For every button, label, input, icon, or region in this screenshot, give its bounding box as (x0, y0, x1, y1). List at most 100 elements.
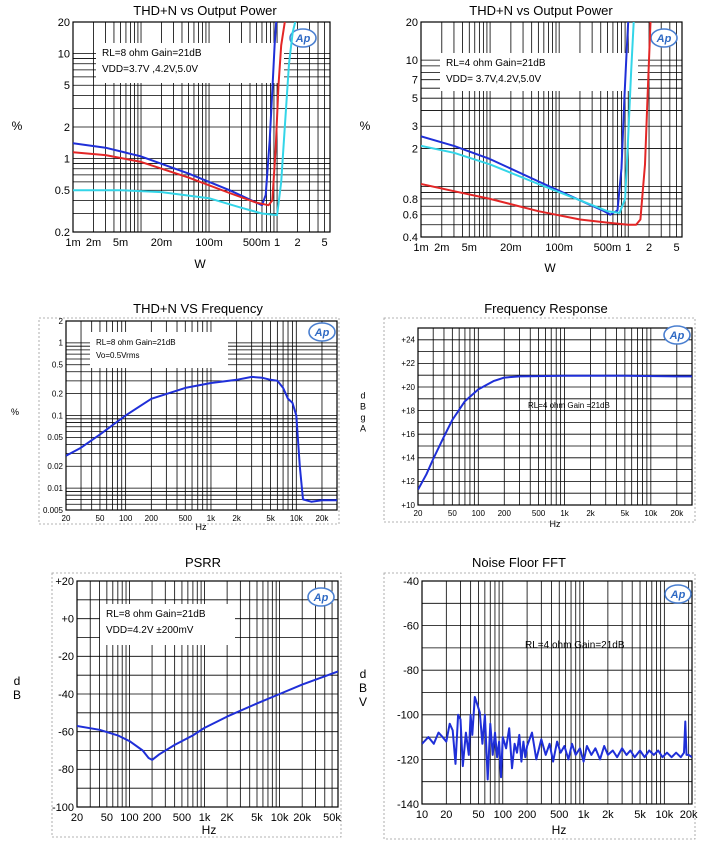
x-tick-label: 1k (207, 514, 216, 523)
svg-text:Ap: Ap (314, 327, 330, 339)
chart-frame (38, 317, 340, 525)
y-tick-label: 10 (58, 48, 70, 60)
x-tick-label: 2K (220, 812, 234, 824)
y-tick-label: -20 (58, 651, 74, 663)
svg-text:Ap: Ap (669, 330, 685, 342)
y-tick-label: 0.1 (52, 411, 64, 420)
chart-title: THD+N VS Frequency (133, 301, 263, 316)
y-tick-label: -100 (397, 710, 419, 722)
y-tick-label: -60 (403, 620, 419, 632)
x-tick-label: 20m (500, 242, 521, 254)
annotation-text: RL=4 ohm Gain=21dB (525, 640, 625, 651)
x-tick-label: 100 (120, 812, 138, 824)
chart-title: THD+N vs Output Power (469, 3, 613, 18)
x-tick-label: 50k (323, 812, 341, 824)
x-tick-label: 5k (251, 812, 263, 824)
ap-logo-icon: Ap (308, 322, 336, 342)
chart-3: 20 50 100 200 500 1k 2k 5k 10k 20k 0.005 0.01 0.02 0.… (11, 301, 340, 532)
x-tick-label: 20 (62, 514, 71, 523)
y-tick-label: 1 (59, 339, 64, 348)
y-tick-label: 10 (406, 55, 418, 67)
y-tick-label: 0.5 (55, 185, 70, 197)
x-tick-label: 200 (145, 514, 159, 523)
svg-text:Ap: Ap (295, 33, 311, 45)
ap-logo-icon: Ap (664, 584, 692, 604)
annotation-box (440, 53, 638, 91)
y-tick-label: -40 (403, 576, 419, 588)
series-line-thd-n (66, 375, 337, 503)
x-tick-label: 20k (670, 509, 684, 518)
y-tick-label: 0.8 (403, 194, 418, 206)
x-tick-label: 5k (621, 509, 630, 518)
series-line-5-0v (421, 22, 652, 226)
y-tick-label: +20 (401, 383, 415, 392)
annotation-box (96, 43, 284, 83)
series-line-4-2v (73, 22, 286, 207)
annotation-text: RL=4 ohm Gain =21dB (528, 401, 610, 410)
y-tick-label: +20 (55, 576, 74, 588)
x-tick-label: 500 (550, 809, 568, 821)
x-tick-label: 5k (266, 514, 275, 523)
x-tick-label: 100 (119, 514, 133, 523)
x-tick-label: 100 (494, 809, 512, 821)
ap-logo-icon: Ap (650, 28, 678, 48)
plot-border (65, 320, 338, 511)
y-tick-label: +10 (401, 501, 415, 510)
series-line-response (418, 374, 692, 491)
series-line-3-7v (421, 22, 630, 216)
chart-frame (51, 572, 342, 838)
x-tick-label: 1m (413, 242, 428, 254)
y-tick-label: +18 (401, 406, 415, 415)
series-line-4-2v (421, 22, 635, 214)
x-tick-label: 5m (462, 242, 477, 254)
y-tick-label: 2 (412, 143, 418, 155)
y-tick-label: 7 (412, 75, 418, 87)
x-axis-label: Hz (552, 823, 567, 837)
series-line-5-0v (73, 22, 297, 217)
annotation-text: RL=8 ohm Gain=21dB (106, 609, 206, 620)
svg-text:Ap: Ap (670, 589, 686, 601)
y-tick-label: 3 (412, 121, 418, 133)
plot-border (420, 21, 683, 238)
x-tick-label: 50 (101, 812, 113, 824)
x-tick-label: 20k (680, 809, 698, 821)
y-tick-label: -40 (58, 689, 74, 701)
y-tick-label: +24 (401, 336, 415, 345)
x-tick-label: 20 (414, 509, 423, 518)
annotation-text: VDD=4.2V ±200mV (106, 625, 194, 636)
y-tick-label: +0 (61, 614, 74, 626)
x-axis-label: Hz (202, 823, 217, 837)
series-line-noise (422, 696, 692, 781)
x-tick-label: 10k (290, 514, 304, 523)
x-tick-label: 20 (71, 812, 83, 824)
x-tick-label: 5 (322, 237, 328, 249)
chart-title: Noise Floor FFT (472, 555, 566, 570)
x-tick-label: 2 (646, 242, 652, 254)
x-tick-label: 50 (96, 514, 105, 523)
y-tick-label: 1 (64, 153, 70, 165)
plot-border (76, 580, 339, 808)
y-tick-label: 20 (406, 17, 418, 29)
y-tick-label: 0.2 (52, 389, 64, 398)
x-tick-label: 50 (472, 809, 484, 821)
annotation-text: RL=8 ohm Gain=21dB (96, 338, 176, 347)
x-tick-label: 1 (625, 242, 631, 254)
x-tick-label: 1k (578, 809, 590, 821)
x-tick-label: 100 (472, 509, 486, 518)
y-tick-label: 5 (412, 93, 418, 105)
y-axis-label: % (11, 407, 19, 417)
x-tick-label: 500 (532, 509, 546, 518)
x-tick-label: 5 (673, 242, 679, 254)
annotation-text: RL=8 ohm Gain=21dB (102, 48, 202, 59)
y-tick-label: +14 (401, 454, 415, 463)
x-tick-label: 20 (440, 809, 452, 821)
x-tick-label: 1 (274, 237, 280, 249)
x-tick-label: 2k (586, 509, 595, 518)
x-tick-label: 10k (655, 809, 673, 821)
y-tick-label: 0.2 (55, 227, 70, 239)
x-axis-label: Hz (196, 522, 207, 532)
annotation-text: RL=4 ohm Gain=21dB (446, 58, 546, 69)
